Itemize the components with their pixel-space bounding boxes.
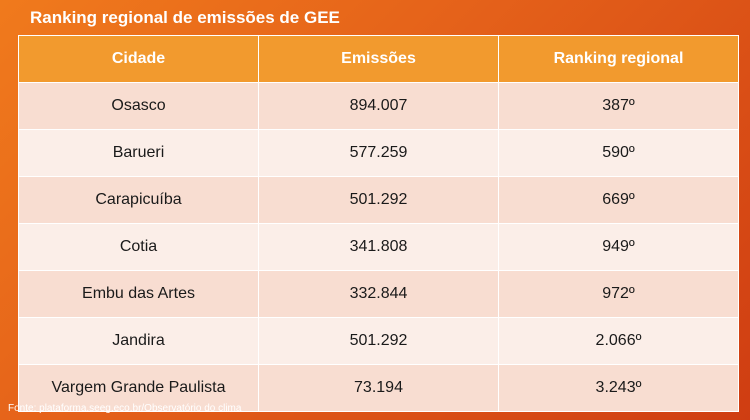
table-header-row: Cidade Emissões Ranking regional [18, 35, 739, 83]
column-header-city: Cidade [18, 35, 259, 83]
cell-ranking: 387º [498, 82, 739, 130]
cell-ranking: 2.066º [498, 317, 739, 365]
table-row: Jandira 501.292 2.066º [18, 317, 739, 365]
cell-emissions: 894.007 [258, 82, 499, 130]
cell-city: Vargem Grande Paulista [18, 364, 259, 412]
cell-ranking: 972º [498, 270, 739, 318]
cell-ranking: 669º [498, 176, 739, 224]
cell-emissions: 501.292 [258, 317, 499, 365]
table-row: Carapicuíba 501.292 669º [18, 176, 739, 224]
cell-ranking: 3.243º [498, 364, 739, 412]
cell-city: Osasco [18, 82, 259, 130]
source-caption: Fonte: plataforma.seeg.eco.br/Observatór… [8, 403, 242, 414]
cell-city: Jandira [18, 317, 259, 365]
table-row: Embu das Artes 332.844 972º [18, 270, 739, 318]
cell-city: Cotia [18, 223, 259, 271]
cell-emissions: 73.194 [258, 364, 499, 412]
column-header-emissions: Emissões [258, 35, 499, 83]
table-row: Vargem Grande Paulista 73.194 3.243º [18, 364, 739, 412]
emissions-ranking-table: Cidade Emissões Ranking regional Osasco … [18, 35, 739, 412]
cell-city: Embu das Artes [18, 270, 259, 318]
table-row: Barueri 577.259 590º [18, 129, 739, 177]
cell-ranking: 590º [498, 129, 739, 177]
page-title: Ranking regional de emissões de GEE [30, 8, 340, 27]
cell-city: Barueri [18, 129, 259, 177]
cell-emissions: 341.808 [258, 223, 499, 271]
cell-emissions: 501.292 [258, 176, 499, 224]
cell-emissions: 577.259 [258, 129, 499, 177]
table-row: Cotia 341.808 949º [18, 223, 739, 271]
table-row: Osasco 894.007 387º [18, 82, 739, 130]
cell-city: Carapicuíba [18, 176, 259, 224]
cell-emissions: 332.844 [258, 270, 499, 318]
cell-ranking: 949º [498, 223, 739, 271]
column-header-ranking: Ranking regional [498, 35, 739, 83]
